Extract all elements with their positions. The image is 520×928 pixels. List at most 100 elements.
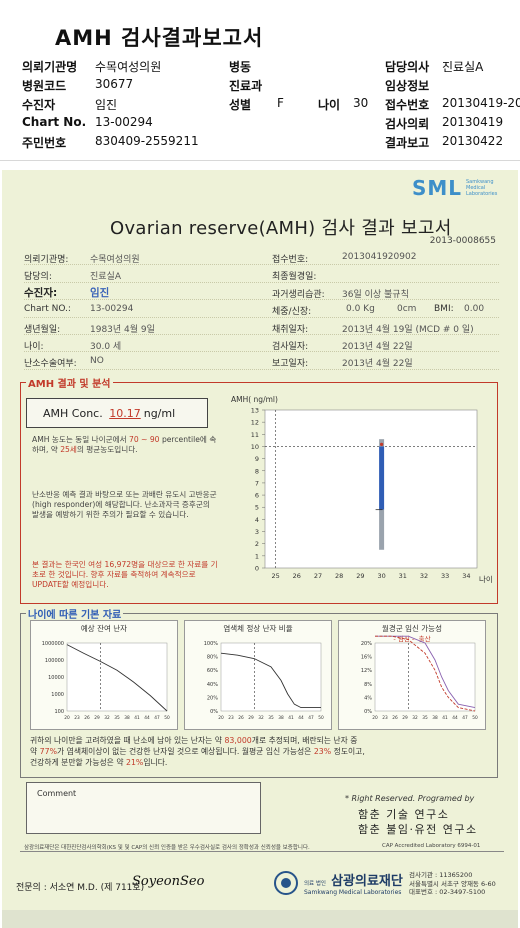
header-value: 30677 <box>95 77 134 91</box>
mini-x-tick-label: 44 <box>298 715 304 721</box>
cap-note: CAP Accredited Laboratory 6994-01 <box>382 843 481 849</box>
org-english-name: Samkwang Medical Laboratories <box>304 889 402 896</box>
mini-x-tick-label: 29 <box>402 715 408 721</box>
y-tick-label: 2 <box>255 540 259 548</box>
report-header: AMH 검사결과보고서 의뢰기관명 수목여성의원 병동 담당의사 진료실A 병원… <box>0 0 520 165</box>
mini-plot-area <box>220 642 322 712</box>
org-name: 삼광의료재단 <box>331 874 403 889</box>
mini-x-tick-label: 38 <box>432 715 438 721</box>
header-label: 접수번호 <box>385 98 430 112</box>
info-value: NO <box>90 356 104 367</box>
y-tick-label: 1 <box>255 552 259 560</box>
patient-point <box>380 442 384 446</box>
summary-text: 입니다. <box>143 758 168 767</box>
header-row: Chart No. 13-00294 검사의뢰 20130419 <box>22 115 520 134</box>
summary-text: 약 <box>30 747 38 756</box>
mini-x-tick-label: 26 <box>392 715 398 721</box>
mini-y-tick-label: 0% <box>210 709 218 715</box>
summary-highlight: 23% <box>313 747 332 756</box>
x-tick-label: 27 <box>314 572 322 580</box>
info-label: 보고일자: <box>272 359 309 370</box>
y-tick-label: 9 <box>255 455 259 463</box>
info-value: 0.0 Kg <box>346 304 375 315</box>
info-value: 수목여성의원 <box>90 255 140 265</box>
header-label: 수진자 <box>22 98 56 112</box>
mini-series-line <box>375 635 476 712</box>
note-text: AMH 농도는 동일 나이군에서 <box>32 435 127 444</box>
amh-section-heading: AMH 결과 및 분석 <box>26 375 113 390</box>
header-label: 병원코드 <box>22 79 67 93</box>
page-title: AMH 검사결과보고서 <box>55 26 264 50</box>
mini-x-tick-label: 50 <box>318 715 324 721</box>
sml-logo-subtitle: Samkwang Medical Laboratories <box>466 179 498 197</box>
mini-x-tick-label: 44 <box>452 715 458 721</box>
header-value: 수목여성의원 <box>95 60 162 74</box>
info-label: BMI: <box>434 304 454 315</box>
info-value: 2013041920902 <box>342 252 417 262</box>
header-label: Chart No. <box>22 115 87 129</box>
age-data-box <box>20 613 498 778</box>
mini-x-tick-label: 23 <box>382 715 388 721</box>
header-label: 진료과 <box>229 79 263 93</box>
sml-logo-text: SML <box>411 176 462 200</box>
x-tick-label: 32 <box>420 572 428 580</box>
summary-line: 건강하게 분만할 가능성은 약 21%입니다. <box>30 757 492 768</box>
mini-x-tick-label: 20 <box>372 715 378 721</box>
mini-x-tick-label: 47 <box>154 715 160 721</box>
mini-x-tick-label: 35 <box>422 715 428 721</box>
summary-line: 약 77%가 염색체이상이 없는 건강한 난자일 것으로 예상됩니다. 월평균 … <box>30 746 492 757</box>
info-row: 나이: 30.0 세 검사일자: 2013년 4월 22일 <box>24 335 499 353</box>
comment-box: Comment <box>26 782 261 834</box>
mini-y-tick-label: 4% <box>364 695 372 701</box>
mini-series-line <box>66 644 168 712</box>
note-highlight: 70 ~ 90 <box>128 435 160 444</box>
report-title: Ovarian reserve(AMH) 검사 결과 보고서 <box>110 218 452 239</box>
header-row: 의뢰기관명 수목여성의원 병동 담당의사 진료실A <box>22 58 520 77</box>
y-tick-label: 3 <box>255 528 259 536</box>
mini-y-tick-label: 8% <box>364 682 372 688</box>
mini-x-tick-label: 41 <box>442 715 448 721</box>
info-row: 난소수술여부: NO 보고일자: 2013년 4월 22일 <box>24 352 499 370</box>
y-tick-label: 8 <box>255 467 259 475</box>
amh-concentration-box: AMH Conc. 10.17 ng/ml <box>26 398 208 428</box>
mini-x-tick-label: 41 <box>134 715 140 721</box>
summary-highlight: 77% <box>39 747 58 756</box>
y-axis-label: AMH( ng/ml) <box>231 395 278 404</box>
remaining-oocyte-panel: 예상 잔여 난자 1000000 100000 10000 1000 100 20 23 26… <box>30 620 178 730</box>
programmer-credits: 함춘 기술 연구소 함춘 불임·유전 연구소 <box>358 807 478 837</box>
mini-y-tick-label: 60% <box>207 668 218 674</box>
contact-line: 대표번호 : 02-3497-5100 <box>409 888 486 896</box>
header-label: 주민번호 <box>22 136 67 150</box>
organization-mark-icon <box>274 871 298 895</box>
info-label: 담당의: <box>24 272 52 283</box>
report-number: 2013-0008655 <box>429 236 496 246</box>
header-row: 수진자 임진 성별 F 나이 30 접수번호 20130419-209 <box>22 96 520 115</box>
mini-x-tick-label: 20 <box>218 715 224 721</box>
x-tick-label: 34 <box>462 572 470 580</box>
y-tick-label: 6 <box>255 492 259 500</box>
credit-line: 함춘 기술 연구소 <box>358 808 450 821</box>
x-tick-label: 33 <box>441 572 449 580</box>
signature: SoyeonSeo <box>132 874 205 889</box>
mini-y-tick-label: 20% <box>207 695 218 701</box>
info-label: Chart NO.: <box>24 304 71 315</box>
rights-reserved: * Right Reserved. Programed by <box>345 794 475 803</box>
info-value: 13-00294 <box>90 304 134 315</box>
y-tick-label: 12 <box>251 419 259 427</box>
sml-logo: SML Samkwang Medical Laboratories <box>412 176 506 200</box>
header-divider <box>0 160 520 161</box>
mini-x-tick-label: 47 <box>308 715 314 721</box>
mini-x-tick-label: 44 <box>144 715 150 721</box>
amh-conc-unit: ng/ml <box>143 407 176 420</box>
info-label: 체중/신장: <box>272 307 312 318</box>
credit-line: 함춘 불임·유전 연구소 <box>358 823 478 836</box>
organization-logo: 의료 법인 삼광의료재단 Samkwang Medical Laboratori… <box>274 870 403 896</box>
note-text: 의 평균농도입니다. <box>76 445 138 454</box>
mini-y-tick-label: 40% <box>207 682 218 688</box>
mini-x-tick-label: 35 <box>114 715 120 721</box>
x-axis-label: 나이 <box>479 574 493 584</box>
contact-line: 서울특별시 서초구 양재동 6-60 <box>409 879 496 888</box>
info-label: 수진자: <box>24 286 58 299</box>
